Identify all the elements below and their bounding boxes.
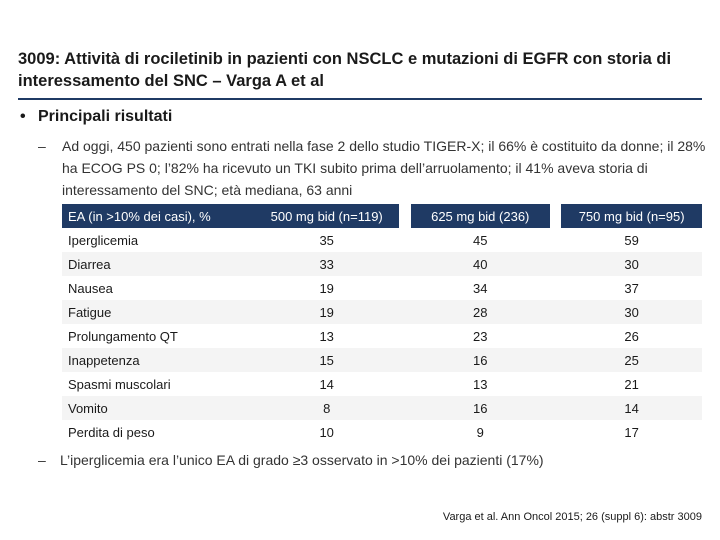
cell-750mg: 25 [561, 348, 702, 372]
table-row: Fatigue 19 28 30 [62, 300, 702, 324]
table-row: Perdita di peso 10 9 17 [62, 420, 702, 444]
cell-500mg: 8 [254, 396, 400, 420]
row-label: Perdita di peso [62, 420, 255, 444]
table-row: Inappetenza 15 16 25 [62, 348, 702, 372]
adverse-events-table: EA (in >10% dei casi), % 500 mg bid (n=1… [62, 204, 702, 444]
cell-750mg: 37 [561, 276, 702, 300]
cell-500mg: 15 [254, 348, 400, 372]
cell-500mg: 13 [254, 324, 400, 348]
note-dash: – [38, 452, 46, 468]
cell-500mg: 14 [254, 372, 400, 396]
row-label: Nausea [62, 276, 255, 300]
cell-625mg: 40 [410, 252, 550, 276]
cell-500mg: 35 [254, 228, 400, 252]
row-label: Diarrea [62, 252, 255, 276]
row-label: Spasmi muscolari [62, 372, 255, 396]
header-750mg: 750 mg bid (n=95) [561, 204, 702, 228]
header-gap [549, 204, 562, 228]
summary-dash: – [38, 138, 46, 154]
cell-750mg: 59 [561, 228, 702, 252]
header-gap [399, 204, 411, 228]
main-bullet: • Principali risultati [20, 108, 172, 126]
table-row: Nausea 19 34 37 [62, 276, 702, 300]
cell-625mg: 34 [410, 276, 550, 300]
bullet-marker: • [20, 108, 26, 125]
cell-500mg: 33 [254, 252, 400, 276]
summary-item: – Ad oggi, 450 pazienti sono entrati nel… [38, 135, 708, 201]
cell-625mg: 23 [410, 324, 550, 348]
table-header-row: EA (in >10% dei casi), % 500 mg bid (n=1… [62, 204, 702, 228]
cell-625mg: 16 [410, 396, 550, 420]
row-label: Inappetenza [62, 348, 255, 372]
cell-625mg: 16 [410, 348, 550, 372]
bullet-text: Principali risultati [38, 108, 173, 125]
cell-625mg: 13 [410, 372, 550, 396]
table-row: Iperglicemia 35 45 59 [62, 228, 702, 252]
row-label: Iperglicemia [62, 228, 255, 252]
cell-750mg: 17 [561, 420, 702, 444]
cell-625mg: 9 [410, 420, 550, 444]
title-divider [18, 98, 702, 100]
table-row: Diarrea 33 40 30 [62, 252, 702, 276]
cell-625mg: 28 [410, 300, 550, 324]
cell-750mg: 14 [561, 396, 702, 420]
table-row: Spasmi muscolari 14 13 21 [62, 372, 702, 396]
cell-750mg: 30 [561, 252, 702, 276]
footnote-item: – L’iperglicemia era l’unico EA di grado … [38, 452, 544, 468]
header-625mg: 625 mg bid (236) [410, 204, 550, 228]
summary-text: Ad oggi, 450 pazienti sono entrati nella… [62, 138, 706, 198]
reference-citation: Varga et al. Ann Oncol 2015; 26 (suppl 6… [442, 511, 702, 523]
cell-625mg: 45 [410, 228, 550, 252]
note-text: L’iperglicemia era l’unico EA di grado ≥… [60, 452, 544, 468]
cell-750mg: 26 [561, 324, 702, 348]
header-500mg: 500 mg bid (n=119) [254, 204, 400, 228]
table-row: Vomito 8 16 14 [62, 396, 702, 420]
header-ea: EA (in >10% dei casi), % [62, 204, 255, 228]
cell-750mg: 30 [561, 300, 702, 324]
cell-500mg: 19 [254, 300, 400, 324]
cell-500mg: 19 [254, 276, 400, 300]
cell-750mg: 21 [561, 372, 702, 396]
row-label: Fatigue [62, 300, 255, 324]
row-label: Vomito [62, 396, 255, 420]
slide-title: 3009: Attività di rociletinib in pazient… [18, 50, 672, 90]
cell-500mg: 10 [254, 420, 400, 444]
table-row: Prolungamento QT 13 23 26 [62, 324, 702, 348]
row-label: Prolungamento QT [62, 324, 255, 348]
